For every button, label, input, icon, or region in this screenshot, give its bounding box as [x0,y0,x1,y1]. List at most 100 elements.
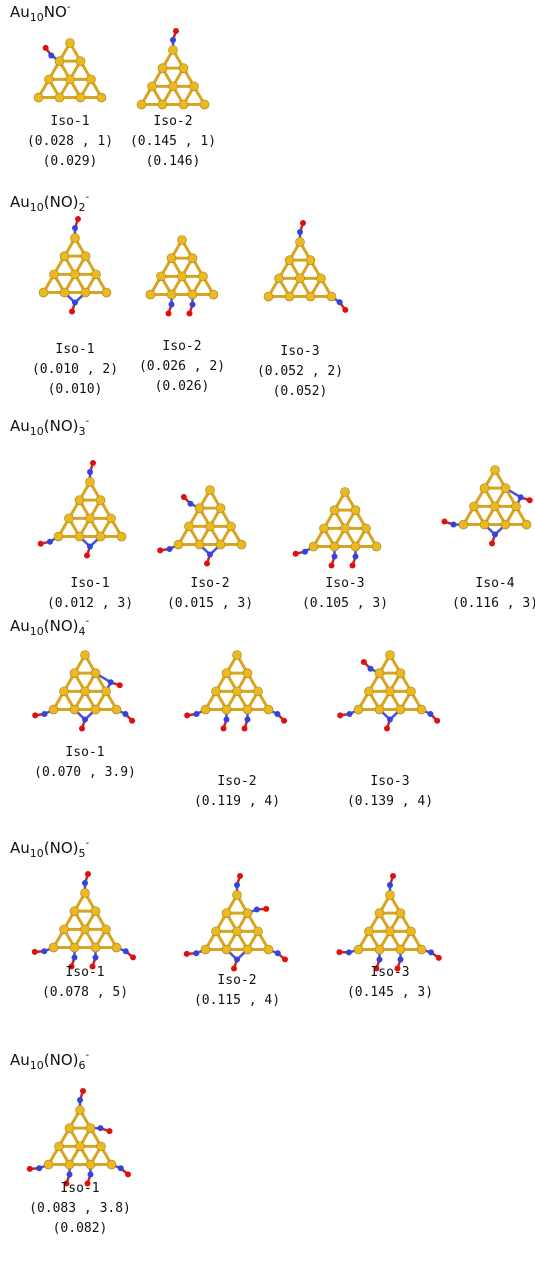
au-atom [158,100,167,109]
o-atom [390,873,396,879]
figure: Au 10 NO - Iso-1(0.028 , 1)(0.029) Iso-2 (0.14… [0,0,535,1268]
molecule [293,488,381,569]
au-atom [243,945,252,954]
section-title: Au10(NO)4- [10,616,89,638]
n-atom [77,1097,83,1103]
au-atom [354,705,363,714]
isomer-label: Iso-3(0.145 , 3) [347,963,433,1003]
au-atom [386,687,395,696]
formula-charge: - [86,616,90,627]
au-atom [375,909,384,918]
au-atom [81,687,90,696]
formula-ligand: (NO) [44,1051,79,1069]
au-atom [306,256,315,265]
molecule [157,486,246,567]
isomer-energy: (0.078 , 5) [42,983,128,1003]
n-atom [347,711,353,717]
o-atom [184,712,190,718]
au-atom [386,651,395,660]
isomer-energy: (0.052 , 2) [257,362,343,382]
au-atom [174,540,183,549]
o-atom [32,712,38,718]
formula-metal-count: 10 [30,425,44,438]
au-atom [264,292,273,301]
formula-metal: Au [10,3,30,21]
au-atom [501,484,510,493]
n-atom [346,949,352,955]
au-atom [81,889,90,898]
isomer-energy: (0.010 , 2) [32,360,118,380]
isomer-energy: (0.026) [139,377,225,397]
n-atom [451,522,457,528]
o-atom [38,541,44,547]
au-atom [386,891,395,900]
o-atom [69,309,75,315]
isomer-energy: (0.015 , 3) [167,594,253,614]
section-title: Au10(NO)3- [10,416,89,438]
n-atom [82,880,88,886]
n-atom [93,955,99,961]
isomer-energy: (0.146) [130,152,216,172]
au-atom [233,891,242,900]
n-atom [377,957,383,963]
au-atom [330,506,339,515]
formula-metal: Au [10,193,30,211]
au-atom [330,542,339,551]
isomer-energy: (0.145 , 3) [347,983,433,1003]
au-atom [60,252,69,261]
au-atom [264,705,273,714]
formula-ligand: NO [44,3,67,21]
n-atom [193,950,199,956]
au-atom [354,945,363,954]
n-atom [518,494,524,500]
molecule [184,651,287,732]
n-atom [122,711,128,717]
isomer-label: Iso-1(0.010 , 2)(0.010) [32,340,118,400]
au-atom [65,1160,74,1169]
n-atom [72,225,78,231]
au-atom [167,290,176,299]
molecule [442,466,533,547]
au-atom [216,504,225,513]
au-atom [407,927,416,936]
n-atom [254,906,260,912]
formula-ligand-count: 2 [79,201,86,214]
au-atom [396,945,405,954]
au-atom [417,945,426,954]
molecule [264,220,348,313]
au-atom [75,532,84,541]
au-atom [76,1142,85,1151]
isomer-label: Iso-3(0.052 , 2)(0.052) [257,342,343,402]
o-atom [90,460,96,466]
au-atom [65,514,74,523]
n-atom [224,717,230,723]
section-title: Au10(NO)2- [10,192,89,214]
isomer-energy: (0.145 , 1) [130,132,216,152]
au-atom [107,514,116,523]
n-atom [123,948,129,954]
o-atom [442,519,448,525]
isomer-name: Iso-2 [167,574,253,594]
molecule [27,1088,131,1187]
isomer-label: Iso-1(0.028 , 1)(0.029) [27,112,113,172]
o-atom [350,563,356,569]
n-atom [302,549,308,555]
formula-ligand: (NO) [44,839,79,857]
au-atom [49,705,58,714]
isomer-energy: (0.012 , 3) [47,594,133,614]
molecule [32,871,136,970]
isomer-energy: (0.082) [29,1219,131,1239]
formula-metal: Au [10,839,30,857]
formula-metal-count: 10 [30,1059,44,1072]
formula-charge: - [86,838,90,849]
au-atom [365,687,374,696]
isomer-label: Iso-1(0.083 , 3.8)(0.082) [29,1179,131,1239]
au-atom [70,705,79,714]
au-atom [375,669,384,678]
molecule [137,28,209,109]
au-atom [148,82,157,91]
au-atom [365,927,374,936]
au-atom [117,532,126,541]
au-atom [81,288,90,297]
au-atom [188,254,197,263]
